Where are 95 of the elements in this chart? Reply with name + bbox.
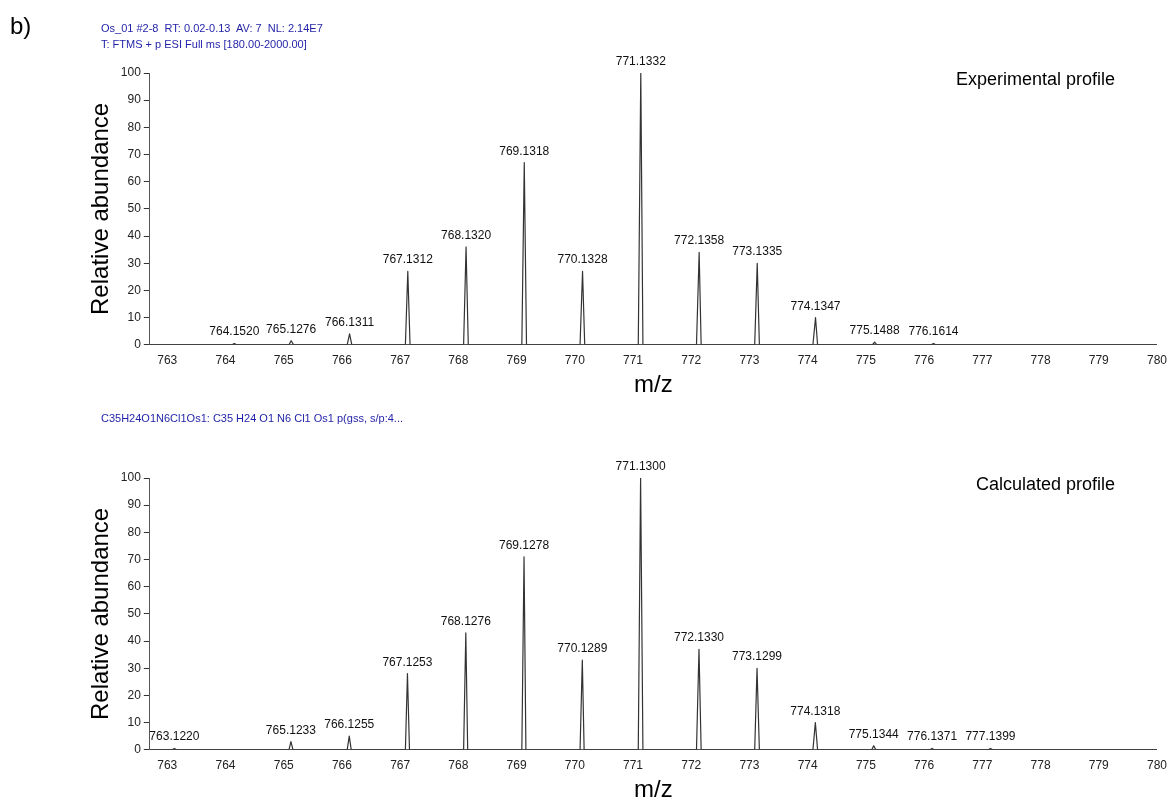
x-tick-label: 766 <box>331 758 353 773</box>
x-tick-label: 765 <box>273 353 295 368</box>
y-tick-label: 10 <box>127 309 142 324</box>
x-tick-label: 779 <box>1088 758 1110 773</box>
annotation: 767.1253 <box>382 654 433 669</box>
x-tick-label: 774 <box>797 353 819 368</box>
y-axis-title: Relative abundance <box>86 507 114 720</box>
annotation: 777.1399 <box>965 729 1016 744</box>
y-tick-label: 90 <box>127 92 142 107</box>
y-tick-label: 50 <box>127 606 142 621</box>
annotation: 768.1276 <box>440 613 492 628</box>
x-tick-label: 776 <box>914 353 935 368</box>
x-tick-label: 777 <box>972 758 993 773</box>
annotation: 775.1488 <box>849 323 900 338</box>
annotation: 765.1233 <box>265 722 317 737</box>
x-tick-label: 780 <box>1146 353 1168 368</box>
x-tick-label: 764 <box>215 758 236 773</box>
x-tick-label: 770 <box>564 758 586 773</box>
x-tick-label: 772 <box>681 758 702 773</box>
y-tick-label: 30 <box>127 255 142 270</box>
y-tick-label: 80 <box>127 119 142 134</box>
y-tick-label: 80 <box>127 524 142 539</box>
x-tick-label: 776 <box>914 758 935 773</box>
chart-subtitle: C35H24O1N6Cl1Os1: C35 H24 O1 N6 Cl1 Os1 p(gss, s/p:4... <box>101 412 404 424</box>
annotation: 763.1220 <box>149 729 200 744</box>
y-tick-label: 10 <box>127 714 142 729</box>
text: T: FTMS + p ESI Full ms [180.00-2000.00] <box>101 38 307 50</box>
annotation: 766.1255 <box>324 717 375 732</box>
chart-subtitle: Os_01 #2-8 RT: 0.02-0.13 AV: 7 NL: 2.14E7 <box>101 22 323 34</box>
x-tick-label: 768 <box>448 353 469 368</box>
y-tick-label: 70 <box>127 146 142 161</box>
y-tick-label: 40 <box>127 228 142 243</box>
x-tick-label: 773 <box>739 758 760 773</box>
annotation: Calculated profile <box>975 474 1115 494</box>
x-tick-label: 765 <box>273 758 295 773</box>
x-tick-label: 775 <box>855 758 877 773</box>
y-tick-label: 100 <box>120 65 142 80</box>
annotation: 772.1358 <box>674 233 725 248</box>
x-tick-label: 774 <box>797 758 819 773</box>
y-tick-label: 50 <box>127 201 142 216</box>
x-tick-label: 767 <box>390 758 411 773</box>
annotation: 770.1328 <box>557 252 608 267</box>
annotation: 773.1299 <box>732 649 783 664</box>
y-tick-label: 0 <box>134 742 142 757</box>
annotation: 764.1520 <box>209 324 260 339</box>
annotation: 771.1332 <box>615 54 667 68</box>
annotation: 769.1318 <box>499 143 550 158</box>
x-tick-label: 780 <box>1146 758 1168 773</box>
x-tick-label: 778 <box>1030 758 1051 773</box>
y-tick-label: 20 <box>127 687 142 702</box>
x-tick-label: 777 <box>972 353 993 368</box>
annotation: 773.1335 <box>732 244 783 259</box>
y-tick-label: 0 <box>134 337 142 352</box>
x-tick-label: 770 <box>564 353 586 368</box>
chart-title: b) <box>10 12 32 39</box>
annotation: 771.1300 <box>615 459 666 473</box>
x-tick-label: 769 <box>506 353 527 368</box>
annotation: 776.1371 <box>907 729 958 744</box>
y-tick-label: 30 <box>127 660 142 675</box>
x-axis-title: m/z <box>634 370 673 398</box>
y-tick-label: 60 <box>127 579 142 594</box>
y-tick-label: 70 <box>127 551 142 566</box>
x-tick-label: 767 <box>390 353 411 368</box>
annotation: 774.1318 <box>790 703 841 718</box>
x-tick-label: 769 <box>506 758 527 773</box>
x-tick-label: 771 <box>623 353 644 368</box>
annotation: 774.1347 <box>790 298 841 313</box>
annotation: 767.1312 <box>382 252 434 267</box>
x-tick-label: 772 <box>681 353 702 368</box>
x-axis-title: m/z <box>634 775 673 803</box>
x-tick-label: 779 <box>1088 353 1110 368</box>
annotation: 772.1330 <box>673 630 725 645</box>
x-tick-label: 778 <box>1030 353 1051 368</box>
annotation: 766.1311 <box>324 314 375 329</box>
annotation: 776.1614 <box>908 324 959 339</box>
annotation: 775.1344 <box>848 726 900 741</box>
annotation: 770.1289 <box>557 641 608 656</box>
y-tick-label: 60 <box>127 174 142 189</box>
annotation: Experimental profile <box>955 69 1115 89</box>
x-tick-label: 763 <box>157 758 178 773</box>
annotation: 769.1278 <box>499 537 550 552</box>
x-tick-label: 773 <box>739 353 760 368</box>
x-tick-label: 768 <box>448 758 469 773</box>
y-axis-title: Relative abundance <box>86 102 114 315</box>
annotation: 765.1276 <box>266 321 317 336</box>
x-tick-label: 763 <box>157 353 178 368</box>
y-tick-label: 20 <box>127 282 142 297</box>
y-tick-label: 90 <box>127 497 142 512</box>
y-tick-label: 100 <box>120 470 142 485</box>
x-tick-label: 764 <box>215 353 236 368</box>
x-tick-label: 771 <box>623 758 644 773</box>
y-tick-label: 40 <box>127 633 142 648</box>
x-tick-label: 775 <box>855 353 877 368</box>
annotation: 768.1320 <box>441 227 492 242</box>
x-tick-label: 766 <box>331 353 353 368</box>
